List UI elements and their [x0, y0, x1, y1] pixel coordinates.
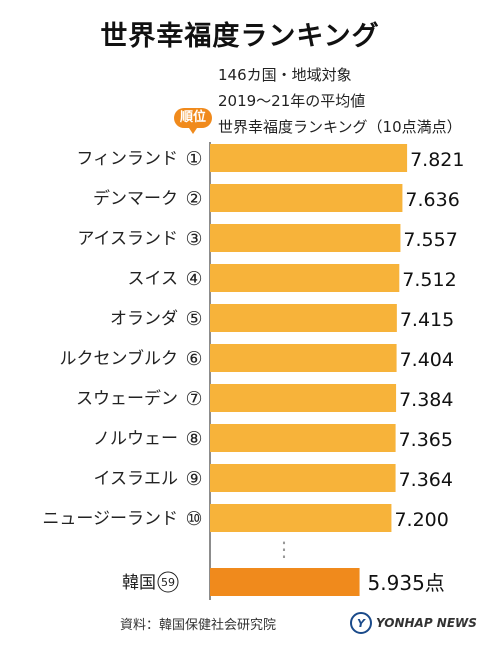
- value-label: 7.200: [394, 509, 448, 531]
- yonhap-logo-icon: Y: [350, 612, 372, 634]
- bar: [210, 504, 392, 532]
- rank-label: ⑥: [185, 348, 202, 370]
- rank-label: ⑨: [185, 468, 202, 490]
- value-label: 7.821: [410, 149, 464, 171]
- category-label: フィンランド: [76, 149, 178, 169]
- bar: [210, 464, 396, 492]
- source-note: 資料：韓国保健社会研究院: [120, 618, 277, 633]
- rank-label: ⑧: [185, 428, 202, 450]
- category-label: オランダ: [110, 309, 178, 329]
- value-label: 7.365: [399, 429, 453, 451]
- bar: [210, 424, 396, 452]
- value-label: 7.364: [399, 469, 453, 491]
- gap-marker: ⋮: [274, 537, 294, 561]
- bar: [210, 264, 400, 292]
- subtitle-metric: 世界幸福度ランキング（10点満点）: [218, 118, 462, 136]
- category-label: ルクセンブルク: [60, 348, 179, 369]
- rank-label: ②: [185, 188, 202, 210]
- bar: [210, 144, 408, 172]
- subtitle-scope: 146カ国・地域対象: [218, 66, 352, 84]
- rank-label: ④: [185, 268, 202, 290]
- bar: [210, 344, 397, 372]
- value-label: 7.384: [399, 389, 453, 411]
- rank-badge: 順位: [174, 108, 212, 134]
- rank-circle: [157, 571, 179, 593]
- category-label: ノルウェー: [93, 429, 178, 449]
- subtitle-period: 2019～21年の平均値: [218, 92, 366, 110]
- chart-title: 世界幸福度ランキング: [100, 21, 380, 52]
- rank-label: ⑩: [185, 508, 202, 530]
- rank-label: ⑦: [185, 388, 202, 410]
- value-label: 7.512: [402, 269, 456, 291]
- category-label: イスラエル: [94, 469, 179, 489]
- value-label: 7.404: [400, 349, 454, 371]
- category-label: ニュージーランド: [42, 509, 178, 529]
- value-label: 7.415: [400, 309, 454, 331]
- rank-label: ①: [185, 148, 202, 170]
- rank-label: 59: [161, 576, 175, 589]
- category-label: デンマーク: [93, 188, 178, 209]
- rank-label: ⑤: [185, 308, 202, 330]
- value-label: 7.636: [405, 189, 459, 211]
- yonhap-logo: Y YONHAP NEWS: [350, 612, 477, 634]
- bar: [210, 224, 401, 252]
- value-label: 7.557: [403, 229, 457, 251]
- category-label: アイスランド: [77, 229, 178, 249]
- rank-label: ③: [185, 228, 202, 250]
- category-label: 韓国: [122, 573, 156, 593]
- logo-text: YONHAP NEWS: [376, 616, 477, 630]
- bar: [210, 568, 360, 596]
- category-label: スウェーデン: [76, 388, 178, 409]
- value-label: 5.935点: [368, 571, 445, 595]
- category-label: スイス: [128, 269, 179, 289]
- bar: [210, 304, 397, 332]
- bar: [210, 384, 397, 412]
- bar: [210, 184, 403, 212]
